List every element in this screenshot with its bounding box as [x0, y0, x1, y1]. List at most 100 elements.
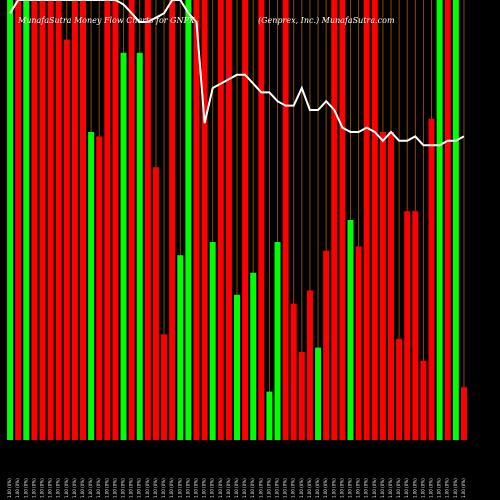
bar-down [71, 0, 78, 440]
bar-down [55, 0, 62, 440]
x-tick-label: 1.00 (0%) [380, 478, 385, 498]
bar-down [217, 0, 224, 440]
bar-down [460, 387, 467, 440]
x-tick-label: 1.00 (0%) [121, 478, 126, 498]
x-tick-label: 1.00 (0%) [153, 478, 158, 498]
bar-down [371, 0, 378, 440]
bar-up [23, 0, 30, 440]
bar-down [80, 0, 86, 440]
x-tick-label: 1.00 (0%) [96, 478, 101, 498]
x-tick-labels: 1.00 (0%) 1.00 (0%) 1.00 (0%) 1.00 (0%) 1.00… [7, 478, 466, 498]
x-tick-label: 1.00 (0%) [23, 478, 28, 498]
x-tick-label: 1.00 (0%) [64, 478, 69, 498]
x-tick-label: 1.00 (0%) [31, 478, 36, 498]
bar-down [39, 0, 46, 440]
x-tick-label: 1.00 (0%) [461, 478, 466, 498]
bar-up [274, 242, 281, 440]
bars [7, 0, 467, 441]
bar-down [144, 0, 151, 440]
bar-down [63, 39, 70, 440]
x-tick-label: 1.00 (0%) [234, 478, 239, 498]
x-tick-label: 1.00 (0%) [48, 478, 53, 498]
bar-up [347, 220, 354, 440]
bar-down [152, 167, 159, 440]
bar-down [96, 136, 103, 440]
x-tick-label: 1.00 (0%) [412, 478, 417, 498]
bar-up [266, 391, 273, 440]
bar-up [177, 255, 184, 440]
x-tick-label: 1.00 (0%) [129, 478, 134, 498]
x-tick-label: 1.00 (0%) [396, 478, 401, 498]
bar-down [323, 250, 330, 440]
bar-down [428, 118, 435, 441]
bar-down [282, 0, 289, 440]
bar-down [15, 0, 22, 440]
x-tick-label: 1.00 (0%) [185, 478, 190, 498]
bar-up [185, 0, 192, 440]
x-tick-label: 1.00 (0%) [266, 478, 271, 498]
x-tick-label: 1.00 (0%) [242, 478, 247, 498]
x-tick-label: 1.00 (0%) [275, 478, 280, 498]
bar-down [306, 290, 313, 440]
x-tick-label: 1.00 (0%) [283, 478, 288, 498]
bar-down [412, 211, 419, 440]
x-tick-label: 1.00 (0%) [39, 478, 44, 498]
bar-down [420, 360, 427, 440]
x-tick-label: 1.00 (0%) [429, 478, 434, 498]
x-tick-label: 1.00 (0%) [323, 478, 328, 498]
x-tick-label: 1.00 (0%) [250, 478, 255, 498]
x-tick-label: 1.00 (0%) [112, 478, 117, 498]
x-tick-label: 1.00 (0%) [88, 478, 93, 498]
money-flow-line [9, 0, 465, 147]
bar-down [112, 0, 119, 440]
x-tick-label: 1.00 (0%) [372, 478, 377, 498]
bar-up [452, 0, 459, 440]
bar-down [47, 0, 54, 440]
x-tick-label: 1.00 (0%) [161, 478, 166, 498]
bar-up [209, 242, 216, 440]
bar-down [404, 211, 411, 440]
bar-up [250, 272, 257, 440]
bar-down [169, 0, 176, 440]
x-tick-label: 1.00 (0%) [420, 478, 425, 498]
bar-down [363, 0, 370, 440]
x-tick-label: 1.00 (0%) [137, 478, 142, 498]
bar-down [290, 303, 297, 440]
bar-down [31, 0, 38, 440]
bar-down [331, 0, 338, 440]
x-tick-label: 1.00 (0%) [169, 478, 174, 498]
x-tick-label: 1.00 (0%) [388, 478, 393, 498]
bar-down [201, 0, 208, 440]
x-tick-label: 1.00 (0%) [453, 478, 458, 498]
bar-down [339, 0, 346, 440]
bar-up [234, 294, 240, 440]
x-tick-label: 1.00 (0%) [104, 478, 109, 498]
chart-brand: (Genprex, Inc.) MunafaSutra.com [258, 16, 395, 25]
bar-down [444, 0, 451, 440]
x-tick-label: 1.00 (0%) [218, 478, 223, 498]
x-tick-label: 1.00 (0%) [145, 478, 150, 498]
bar-up [136, 52, 143, 441]
bar-up [88, 132, 95, 440]
x-tick-label: 1.00 (0%) [80, 478, 85, 498]
bar-down [396, 338, 403, 440]
x-tick-label: 1.00 (0%) [177, 478, 182, 498]
bar-down [355, 246, 362, 440]
x-tick-label: 1.00 (0%) [291, 478, 296, 498]
x-tick-label: 1.00 (0%) [210, 478, 215, 498]
bar-down [242, 0, 249, 440]
bar-up [7, 0, 14, 440]
bar-down [161, 334, 168, 440]
x-tick-label: 1.00 (0%) [56, 478, 61, 498]
x-tick-label: 1.00 (0%) [404, 478, 409, 498]
x-tick-label: 1.00 (0%) [226, 478, 231, 498]
x-tick-label: 1.00 (0%) [7, 478, 12, 498]
x-tick-label: 1.00 (0%) [347, 478, 352, 498]
x-tick-label: 1.00 (0%) [193, 478, 198, 498]
bar-down [128, 0, 135, 440]
x-tick-label: 1.00 (0%) [202, 478, 207, 498]
bar-down [104, 0, 111, 440]
x-tick-label: 1.00 (0%) [258, 478, 263, 498]
bar-up [120, 52, 127, 441]
